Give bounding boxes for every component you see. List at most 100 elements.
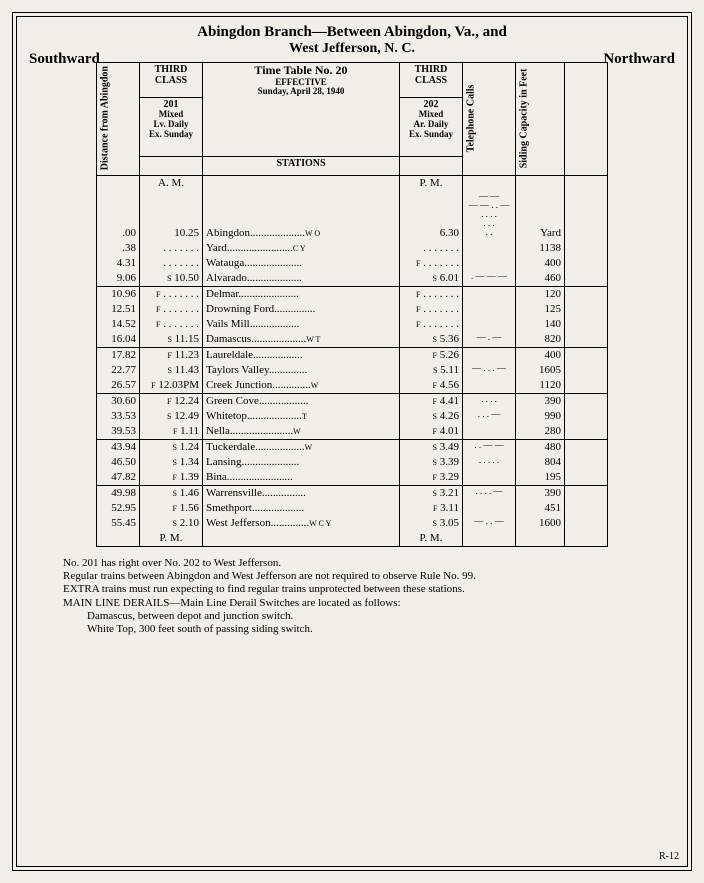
cell-sid: 820 xyxy=(516,332,565,348)
cell-station: Vails Mill.................. xyxy=(203,317,400,332)
header-train-202: 202 Mixed Ar. Daily Ex. Sunday xyxy=(400,97,463,156)
cell-station: Watauga..................... xyxy=(203,256,400,271)
cell-dist: 33.53 xyxy=(97,409,140,424)
cell-sid: 460 xyxy=(516,271,565,287)
note-line: MAIN LINE DERAILS—Main Line Derail Switc… xyxy=(63,597,649,610)
note-line: No. 201 has right over No. 202 to West J… xyxy=(63,557,649,570)
cell-time-202: . . . . . . . xyxy=(400,241,463,256)
cell-dist: 46.50 xyxy=(97,455,140,470)
cell-blank xyxy=(565,531,608,547)
cell-sid: 400 xyxy=(516,348,565,364)
cell-tel: . — — — xyxy=(463,271,516,287)
header-train-201: 201 Mixed Lv. Daily Ex. Sunday xyxy=(140,97,203,156)
cell-blank xyxy=(565,241,608,256)
cell-pm: P. M. xyxy=(400,531,463,547)
cell-time-201: S 11.43 xyxy=(140,363,203,378)
cell-dist: 26.57 xyxy=(97,378,140,394)
cell-sid: 480 xyxy=(516,440,565,456)
cell-tel xyxy=(463,317,516,332)
cell-blank xyxy=(565,317,608,332)
cell-sid: 390 xyxy=(516,394,565,410)
cell-dist: .00 xyxy=(97,191,140,241)
notes-block: No. 201 has right over No. 202 to West J… xyxy=(63,557,649,636)
cell-station: Delmar...................... xyxy=(203,287,400,303)
cell-am: A. M. xyxy=(140,176,203,192)
cell-tel: . . . . . xyxy=(463,455,516,470)
cell-blank xyxy=(565,501,608,516)
cell-dist: 47.82 xyxy=(97,470,140,486)
cell-time-201: F 1.39 xyxy=(140,470,203,486)
cell-time-202: F . . . . . . . xyxy=(400,317,463,332)
cell-time-201: F . . . . . . . xyxy=(140,317,203,332)
cell-sid: 120 xyxy=(516,287,565,303)
header-class-right: THIRD CLASS xyxy=(400,62,463,97)
cell-blank xyxy=(565,440,608,456)
cell-sid: 451 xyxy=(516,501,565,516)
cell-tel xyxy=(463,176,516,192)
header-distance: Distance from Abingdon xyxy=(97,62,140,175)
cell-station: Nella.......................W xyxy=(203,424,400,440)
cell-blank xyxy=(565,516,608,531)
cell-sid: 390 xyxy=(516,486,565,502)
cell-time-201: S 1.34 xyxy=(140,455,203,470)
cell-dist: 16.04 xyxy=(97,332,140,348)
cell-time-202: S 5.11 xyxy=(400,363,463,378)
cell-sid: 280 xyxy=(516,424,565,440)
header-timetable-title: Time Table No. 20 xyxy=(206,64,396,78)
cell-time-202: S 3.49 xyxy=(400,440,463,456)
cell-station xyxy=(203,176,400,192)
cell-station: Taylors Valley.............. xyxy=(203,363,400,378)
header-stations: STATIONS xyxy=(203,156,400,175)
cell-tel: — . — xyxy=(463,332,516,348)
header-date: Sunday, April 28, 1940 xyxy=(206,87,396,97)
cell-sid: 1120 xyxy=(516,378,565,394)
cell-time-202: S 3.21 xyxy=(400,486,463,502)
cell-dist xyxy=(97,531,140,547)
cell-station: Alvarado.................... xyxy=(203,271,400,287)
cell-tel xyxy=(463,256,516,271)
cell-sid xyxy=(516,531,565,547)
cell-sid: 1600 xyxy=(516,516,565,531)
cell-dist: 43.94 xyxy=(97,440,140,456)
cell-station: Bina........................ xyxy=(203,470,400,486)
train-201-sub: Mixed Lv. Daily Ex. Sunday xyxy=(143,110,199,140)
cell-blank xyxy=(565,424,608,440)
note-line: White Top, 300 feet south of passing sid… xyxy=(87,623,649,636)
cell-pm: P. M. xyxy=(140,531,203,547)
cell-time-202: S 3.39 xyxy=(400,455,463,470)
cell-time-202: F . . . . . . . xyxy=(400,287,463,303)
cell-station: Whitetop....................T xyxy=(203,409,400,424)
cell-blank xyxy=(565,191,608,241)
cell-pm: P. M. xyxy=(400,176,463,192)
cell-station: Yard........................C Y xyxy=(203,241,400,256)
cell-blank xyxy=(565,287,608,303)
cell-time-201: F 12.03PM xyxy=(140,378,203,394)
cell-time-201: F 11.23 xyxy=(140,348,203,364)
cell-blank xyxy=(565,394,608,410)
note-line: Regular trains between Abingdon and West… xyxy=(63,570,649,583)
cell-blank xyxy=(565,302,608,317)
cell-sid: 140 xyxy=(516,317,565,332)
header-timetable: Time Table No. 20 EFFECTIVE Sunday, Apri… xyxy=(203,62,400,156)
cell-time-201: . . . . . . . xyxy=(140,256,203,271)
cell-tel xyxy=(463,241,516,256)
cell-blank xyxy=(565,271,608,287)
cell-dist: 14.52 xyxy=(97,317,140,332)
cell-blank xyxy=(565,470,608,486)
cell-time-201: S 11.15 xyxy=(140,332,203,348)
cell-tel xyxy=(463,424,516,440)
cell-time-202: F . . . . . . . xyxy=(400,302,463,317)
cell-dist: 30.60 xyxy=(97,394,140,410)
cell-blank xyxy=(565,348,608,364)
cell-sid: 195 xyxy=(516,470,565,486)
cell-sid: 1605 xyxy=(516,363,565,378)
cell-station: Smethport................... xyxy=(203,501,400,516)
cell-station: Laureldale.................. xyxy=(203,348,400,364)
cell-time-201: S 12.49 xyxy=(140,409,203,424)
cell-tel: . . — — xyxy=(463,440,516,456)
cell-dist: 22.77 xyxy=(97,363,140,378)
cell-time-201: F . . . . . . . xyxy=(140,302,203,317)
cell-blank xyxy=(565,363,608,378)
header-class-left: THIRD CLASS xyxy=(140,62,203,97)
note-line: Damascus, between depot and junction swi… xyxy=(87,610,649,623)
